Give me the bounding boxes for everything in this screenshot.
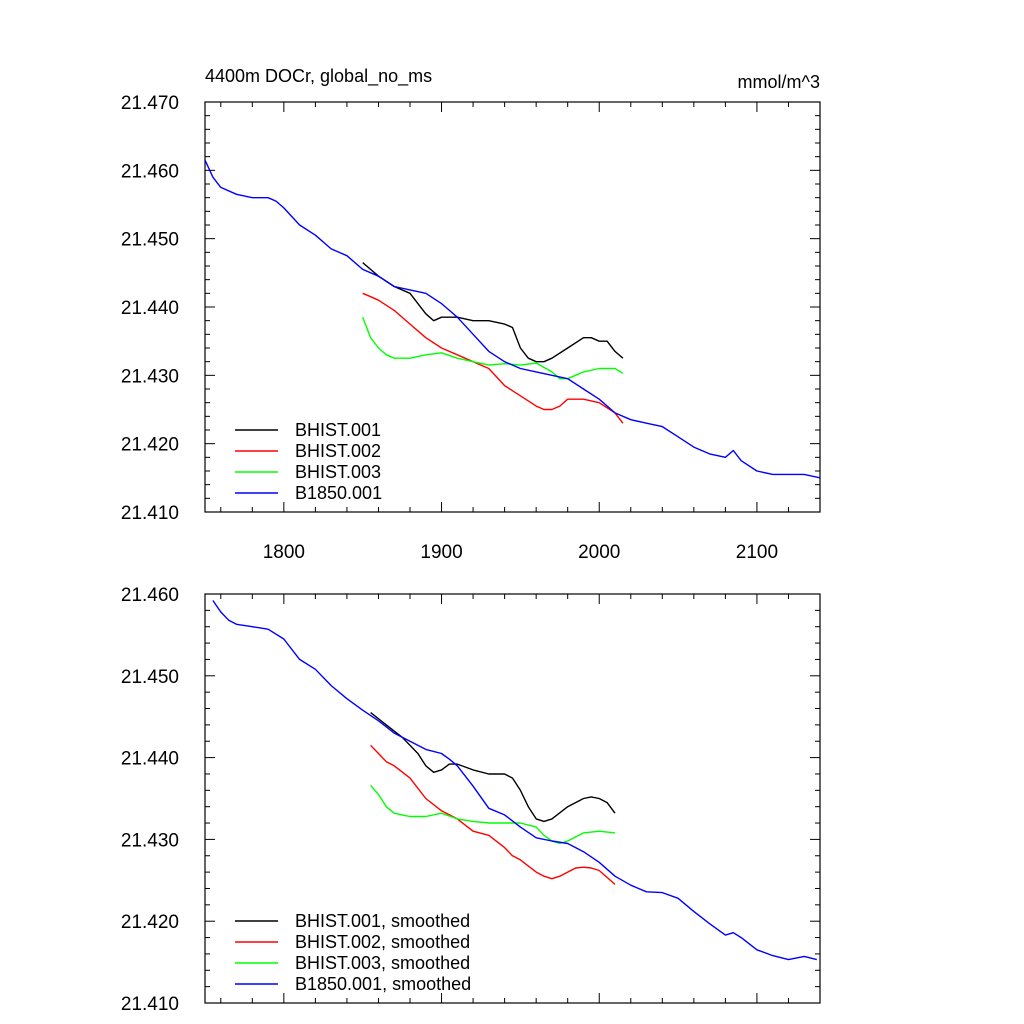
chart-title: 4400m DOCr, global_no_ms — [205, 66, 432, 87]
x-tick-label: 2100 — [736, 542, 778, 563]
y-tick-label: 21.450 — [121, 230, 179, 251]
y-tick-label: 21.420 — [121, 912, 179, 933]
y-tick-label: 21.450 — [121, 667, 179, 688]
legend-label: B1850.001, smoothed — [295, 974, 471, 994]
y-tick-label: 21.460 — [121, 161, 179, 182]
legend-label: BHIST.002 — [295, 441, 381, 461]
x-tick-label: 2000 — [578, 542, 620, 563]
series-line-bhist-003 — [362, 316, 624, 380]
y-tick-label: 21.460 — [121, 585, 179, 606]
y-tick-label: 21.410 — [121, 503, 179, 524]
legend-label: B1850.001 — [295, 483, 382, 503]
series-line-bhist-002 — [370, 744, 616, 885]
series-line-b1850-001 — [212, 600, 817, 961]
series-line-bhist-001 — [362, 262, 624, 363]
bottom-panel: 21.410 21.420 21.430 21.440 21.450 21.460 BHIS… — [121, 585, 821, 1015]
y-tick-label: 21.440 — [121, 298, 179, 319]
legend-label: BHIST.001 — [295, 420, 381, 440]
y-tick-label: 21.410 — [121, 994, 179, 1015]
series-line-b1850-001 — [205, 159, 820, 479]
units-label: mmol/m^3 — [738, 72, 820, 92]
y-tick-label: 21.420 — [121, 435, 179, 456]
legend-label: BHIST.003 — [295, 462, 381, 482]
legend-label: BHIST.002, smoothed — [295, 932, 470, 952]
x-tick-label: 1900 — [420, 542, 462, 563]
series-group — [205, 159, 820, 479]
series-line-bhist-001 — [370, 712, 616, 823]
y-tick-label: 21.430 — [121, 366, 179, 387]
series-line-bhist-002 — [362, 292, 624, 424]
x-tick-label: 1800 — [263, 542, 305, 563]
y-tick-label: 21.470 — [121, 93, 179, 114]
series-line-bhist-003 — [370, 784, 616, 845]
y-tick-label: 21.440 — [121, 749, 179, 770]
series-group — [212, 600, 817, 961]
y-tick-label: 21.430 — [121, 830, 179, 851]
legend-label: BHIST.001, smoothed — [295, 911, 470, 931]
top-panel: 21.410 21.420 21.430 21.440 21.450 21.460 21.4… — [121, 66, 821, 563]
plot-frame — [204, 593, 821, 1004]
legend-label: BHIST.003, smoothed — [295, 953, 470, 973]
